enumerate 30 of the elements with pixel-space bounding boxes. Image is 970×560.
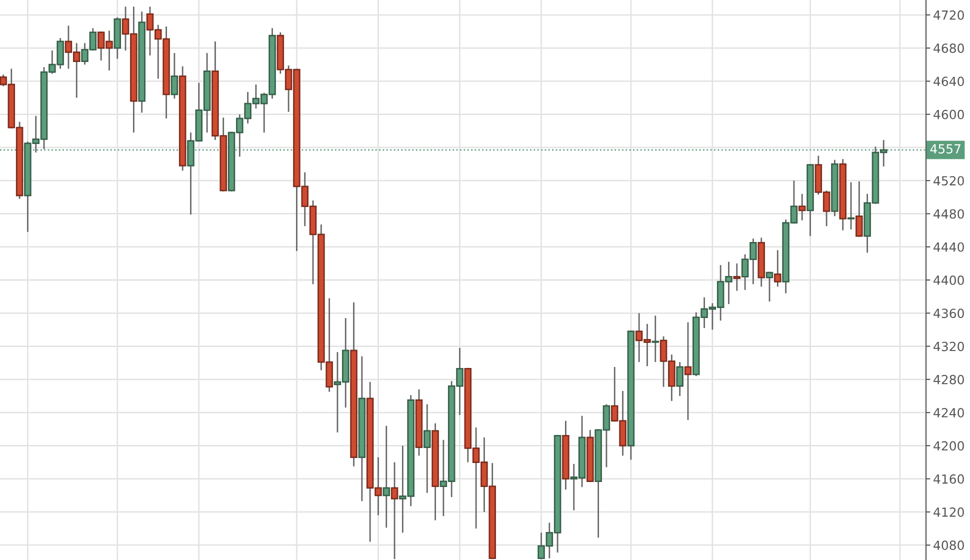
candlestick [774,249,782,288]
candlestick [856,180,863,238]
y-tick-label: 4440 [934,242,964,252]
y-tick-label: 4200 [934,441,964,451]
y-tick-label: 4600 [934,110,964,120]
candlestick [847,182,855,230]
y-tick-label: 4720 [934,10,964,20]
y-tick-label: 4480 [934,209,964,219]
y-tick-label: 4680 [934,44,964,53]
candlestick [798,193,806,222]
y-tick-label: 4520 [934,176,964,186]
y-tick-label: 4360 [934,308,964,318]
candlestick [652,314,660,363]
candlestick [676,361,684,397]
y-tick-label: 4240 [934,408,964,418]
candlestick [382,425,390,528]
y-tick-label: 4160 [934,474,964,484]
y-tick-label: 4640 [934,76,964,86]
candlestick [170,52,178,100]
candlestick [390,462,398,560]
y-tick-label: 4400 [934,275,964,285]
candlestick [766,271,774,302]
ref-line-label: 4557 [930,144,960,154]
candlestick [684,322,692,421]
y-tick-label: 4280 [934,374,964,384]
candlestick [424,404,431,494]
y-tick-label: 4080 [934,540,964,550]
candlestick [733,262,741,292]
y-tick-label: 4120 [934,507,964,517]
y-tick-label: 4320 [934,342,964,352]
